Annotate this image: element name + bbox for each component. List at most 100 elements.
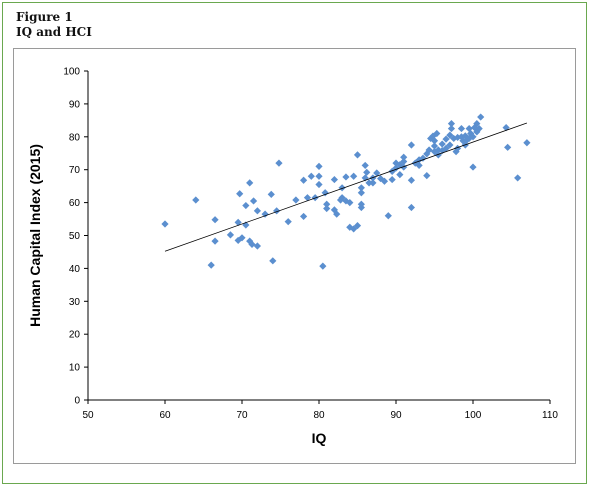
data-point (396, 171, 404, 179)
y-tick-label: 50 (69, 231, 81, 242)
data-point (307, 172, 315, 180)
data-point (365, 179, 373, 187)
y-tick-label: 10 (69, 363, 81, 374)
y-tick-label: 20 (69, 330, 81, 341)
y-tick-label: 0 (74, 396, 80, 407)
y-tick-label: 70 (69, 165, 81, 176)
data-point (248, 240, 256, 248)
data-point (319, 262, 327, 270)
data-point (504, 143, 512, 151)
y-axis-title: Human Capital Index (2015) (27, 144, 43, 327)
data-point (429, 132, 437, 140)
data-point (357, 184, 365, 192)
data-point (433, 129, 441, 138)
data-point (446, 131, 454, 139)
x-axis-ticks: 50 60 70 80 90 100 110 (82, 400, 558, 421)
x-tick-label: 60 (159, 410, 171, 421)
data-point (388, 175, 396, 184)
data-point (388, 167, 396, 175)
data-point (333, 210, 341, 218)
data-point (267, 190, 275, 198)
data-point (346, 223, 354, 231)
data-point (350, 225, 358, 233)
data-point (315, 172, 323, 180)
data-point (415, 161, 423, 170)
data-point (477, 113, 485, 121)
data-point (425, 146, 433, 154)
data-point (514, 174, 522, 182)
data-point (427, 134, 435, 143)
data-point (238, 234, 246, 242)
data-point (463, 136, 471, 144)
data-point (242, 201, 250, 210)
x-tick-label: 70 (236, 410, 248, 421)
trendline (164, 122, 528, 252)
data-point (369, 179, 377, 187)
data-point (502, 123, 510, 132)
data-point (396, 161, 404, 169)
data-point (292, 196, 300, 204)
data-point (249, 197, 258, 205)
data-point (353, 151, 362, 159)
data-point (207, 261, 215, 269)
x-tick-label: 90 (390, 410, 402, 421)
y-tick-label: 30 (69, 297, 81, 308)
data-point (447, 124, 456, 133)
data-point (350, 172, 358, 180)
x-tick-label: 50 (82, 410, 94, 421)
data-point (380, 177, 389, 185)
data-point (315, 180, 323, 189)
y-tick-label: 100 (63, 67, 80, 78)
data-point (523, 139, 531, 147)
data-point (454, 144, 462, 152)
data-point (253, 207, 261, 215)
data-point (303, 194, 312, 202)
data-point (323, 204, 331, 213)
data-point (236, 190, 244, 198)
data-point (269, 257, 277, 265)
data-point (434, 151, 442, 159)
data-point (330, 206, 338, 214)
data-point (473, 120, 481, 128)
data-point (234, 218, 242, 226)
data-point (430, 137, 439, 145)
data-point (419, 154, 427, 162)
data-point (469, 163, 477, 171)
figure-title: IQ and HCI (16, 25, 92, 39)
data-point (446, 141, 454, 149)
data-point (246, 179, 254, 187)
data-point (475, 124, 483, 133)
data-point (465, 134, 473, 143)
data-point (407, 176, 415, 184)
data-point (357, 189, 365, 197)
data-point (211, 216, 219, 224)
data-point (423, 172, 431, 180)
chart-area: 0 10 20 30 40 50 60 70 80 90 100 50 60 70 80 90 100 110 … (13, 48, 576, 464)
data-point (338, 194, 346, 202)
data-point (300, 176, 308, 184)
data-point (407, 203, 415, 212)
data-point (226, 231, 235, 239)
data-point (275, 159, 283, 167)
data-points (161, 113, 531, 270)
data-point (161, 220, 169, 228)
y-tick-label: 40 (69, 264, 81, 275)
data-point (473, 128, 481, 136)
data-point (300, 212, 308, 221)
data-point (361, 161, 369, 170)
data-point (438, 140, 446, 148)
data-point (342, 173, 350, 181)
x-tick-label: 110 (542, 410, 558, 421)
data-point (346, 199, 354, 207)
data-point (377, 174, 385, 183)
data-point (423, 150, 431, 158)
figure-heading: Figure 1 IQ and HCI (16, 10, 92, 40)
x-tick-label: 100 (465, 410, 482, 421)
data-point (273, 207, 281, 215)
figure-label: Figure 1 (16, 10, 73, 24)
data-point (323, 200, 331, 208)
data-point (407, 141, 415, 149)
data-point (363, 168, 371, 176)
data-point (384, 212, 392, 220)
